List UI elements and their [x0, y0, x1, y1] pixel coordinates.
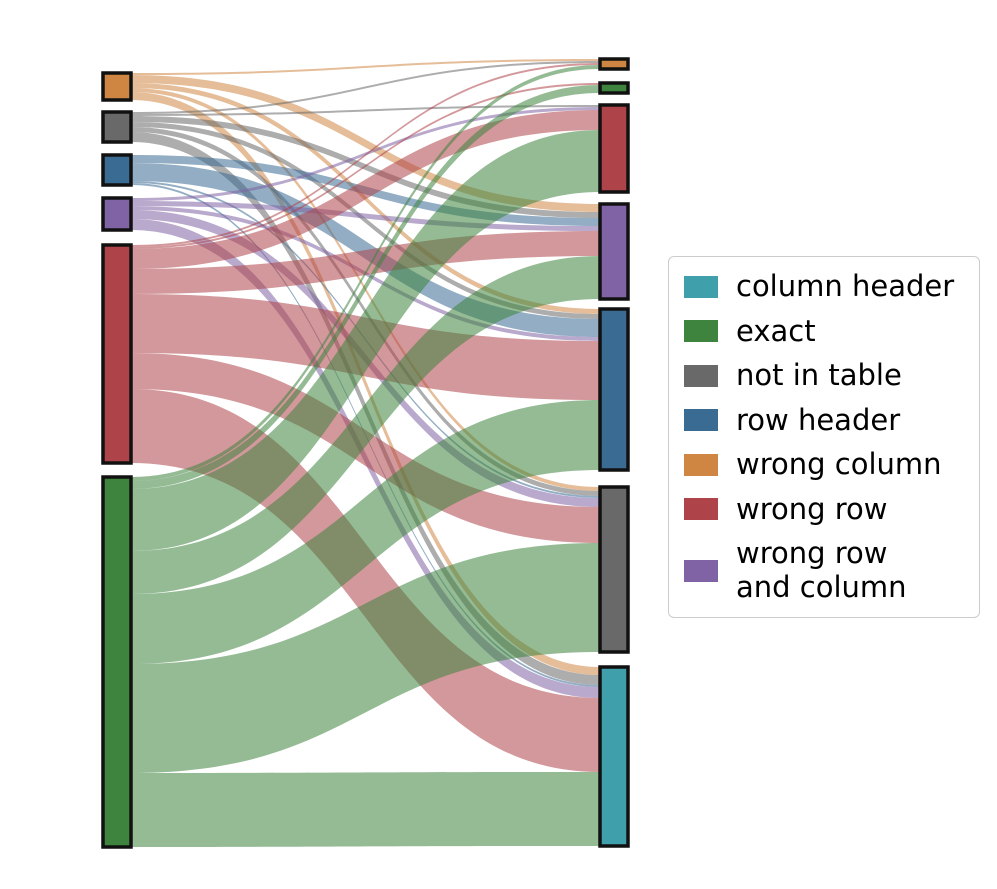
- flow-wrong_row-to-exact: [131, 83, 600, 249]
- flow-not_in_table-to-wrong_column: [131, 61, 600, 114]
- flow-exact-to-row_header: [131, 400, 600, 664]
- node-left-wrong_column: [101, 71, 133, 102]
- flow-wrong_row-to-wrong_row: [131, 110, 600, 269]
- node-left-wrong_row_and_column: [101, 196, 133, 232]
- legend-item-wrong_column: wrong column: [684, 447, 964, 482]
- node-right-column_header: [598, 665, 630, 848]
- legend-item-wrong_row_and_column: wrong row and column: [684, 537, 964, 604]
- legend-swatch-not_in_table: [684, 364, 718, 387]
- legend-swatch-wrong_row_and_column: [684, 559, 718, 582]
- flow-wrong_row-to-not_in_table: [131, 353, 600, 543]
- legend: column header exact not in table row header…: [668, 256, 980, 618]
- flow-exact-to-not_in_table: [131, 543, 600, 773]
- legend-swatch-wrong_row: [684, 498, 718, 521]
- legend-swatch-wrong_column: [684, 453, 718, 476]
- legend-label: wrong row and column: [736, 536, 907, 604]
- node-left-row_header: [101, 153, 133, 187]
- flow-wrong_column-to-wrong_column: [131, 59, 600, 75]
- legend-label: not in table: [736, 358, 902, 393]
- node-right-wrong_column: [598, 57, 630, 71]
- flow-exact-to-exact: [131, 85, 600, 489]
- legend-swatch-column_header: [684, 275, 718, 298]
- legend-item-wrong_row: wrong row: [684, 491, 964, 526]
- node-right-exact: [598, 81, 630, 95]
- node-left-exact: [101, 475, 133, 849]
- node-left-not_in_table: [101, 110, 133, 144]
- legend-swatch-row_header: [684, 409, 718, 432]
- flow-exact-to-wrong_row: [131, 130, 600, 551]
- flow-not_in_table-to-wrong_row: [131, 105, 600, 116]
- flow-exact-to-wrong_row_and_column: [131, 256, 600, 594]
- legend-item-row_header: row header: [684, 402, 964, 437]
- node-left-wrong_row: [101, 243, 133, 465]
- flow-exact-to-wrong_column: [131, 65, 600, 481]
- legend-item-column_header: column header: [684, 269, 964, 303]
- flow-wrong_row-to-wrong_column: [131, 63, 600, 247]
- flow-wrong_row-to-wrong_row_and_column: [131, 231, 600, 294]
- node-right-wrong_row_and_column: [598, 202, 630, 301]
- legend-swatch-exact: [684, 320, 718, 343]
- legend-label: row header: [736, 402, 901, 437]
- legend-label: wrong column: [736, 447, 942, 482]
- flow-exact-to-column_header: [131, 772, 600, 847]
- legend-label: exact: [736, 313, 816, 348]
- node-right-row_header: [598, 307, 630, 472]
- legend-label: column header: [736, 269, 955, 303]
- node-right-wrong_row: [598, 103, 630, 194]
- flow-wrong_column-to-column_header: [131, 92, 600, 675]
- legend-label: wrong row: [736, 491, 888, 526]
- node-right-not_in_table: [598, 485, 630, 654]
- legend-item-not_in_table: not in table: [684, 358, 964, 393]
- legend-item-exact: exact: [684, 313, 964, 348]
- flow-wrong_column-to-wrong_row_and_column: [131, 75, 600, 212]
- flow-not_in_table-to-row_header: [131, 122, 600, 319]
